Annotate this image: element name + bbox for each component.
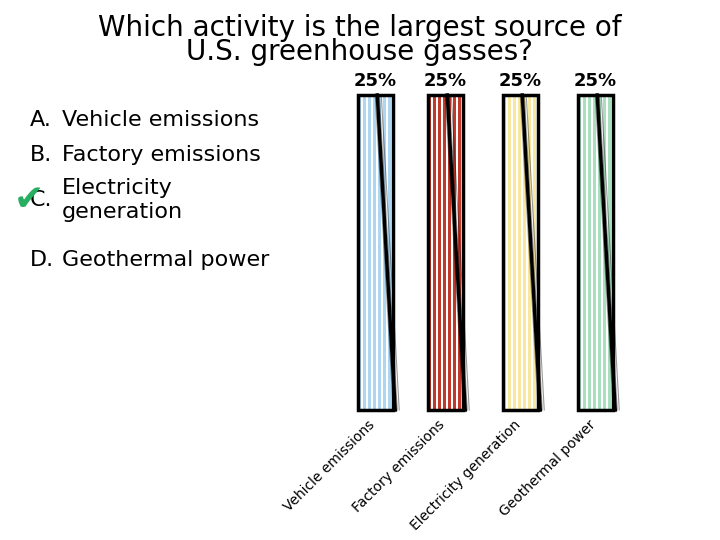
Bar [531,95,533,410]
Bar [358,95,393,410]
Text: Which activity is the largest source of: Which activity is the largest source of [98,14,622,42]
Bar [378,95,380,410]
Bar [448,95,451,410]
Bar [608,95,611,410]
Bar [371,95,373,410]
Bar [373,95,376,410]
Bar [438,95,441,410]
Bar [578,95,580,410]
Bar [593,95,595,410]
Bar [433,95,436,410]
Bar [533,95,536,410]
Text: Vehicle emissions: Vehicle emissions [62,110,259,130]
Bar [385,95,388,410]
Text: A.: A. [30,110,52,130]
Bar [390,95,393,410]
Bar [598,95,600,410]
Text: C.: C. [30,190,53,210]
Bar [366,95,368,410]
Text: B.: B. [30,145,53,165]
Bar [603,95,606,410]
Bar [446,95,448,410]
Text: Factory emissions: Factory emissions [351,418,448,515]
Text: U.S. greenhouse gasses?: U.S. greenhouse gasses? [186,38,534,66]
Bar [428,95,463,410]
Bar [388,95,390,410]
Bar [361,95,363,410]
Bar [503,95,538,410]
Text: 25%: 25% [573,72,616,90]
Bar [526,95,528,410]
Bar [518,95,521,410]
Text: Vehicle emissions: Vehicle emissions [282,418,378,514]
Bar [380,95,383,410]
Bar [600,95,603,410]
Bar [510,95,513,410]
Bar [523,95,526,410]
Bar [441,95,443,410]
Bar [578,95,613,410]
Bar [458,95,461,410]
Bar [516,95,518,410]
Bar [431,95,433,410]
Bar [428,95,463,410]
Text: Factory emissions: Factory emissions [62,145,261,165]
Bar [428,95,431,410]
Text: Electricity generation: Electricity generation [408,418,523,534]
Bar [461,95,463,410]
Bar [583,95,585,410]
Bar [451,95,453,410]
Bar [505,95,508,410]
Bar [585,95,588,410]
Bar [528,95,531,410]
Bar [588,95,590,410]
Bar [611,95,613,410]
Bar [508,95,510,410]
Bar [443,95,446,410]
Text: Geothermal power: Geothermal power [497,418,598,519]
Bar [376,95,378,410]
Text: D.: D. [30,250,54,270]
Bar [383,95,385,410]
Bar [368,95,371,410]
Bar [503,95,538,410]
Bar [580,95,583,410]
Bar [513,95,516,410]
Bar [578,95,613,410]
Bar [595,95,598,410]
Bar [521,95,523,410]
Text: 25%: 25% [498,72,541,90]
Bar [436,95,438,410]
Bar [453,95,456,410]
Text: 25%: 25% [354,72,397,90]
Text: Geothermal power: Geothermal power [62,250,269,270]
Bar [358,95,361,410]
Bar [536,95,538,410]
Bar [606,95,608,410]
Text: 25%: 25% [423,72,467,90]
Bar [363,95,366,410]
Bar [456,95,458,410]
Bar [358,95,393,410]
Text: Electricity
generation: Electricity generation [62,178,183,221]
Text: ✔: ✔ [14,183,44,217]
Bar [590,95,593,410]
Bar [503,95,505,410]
